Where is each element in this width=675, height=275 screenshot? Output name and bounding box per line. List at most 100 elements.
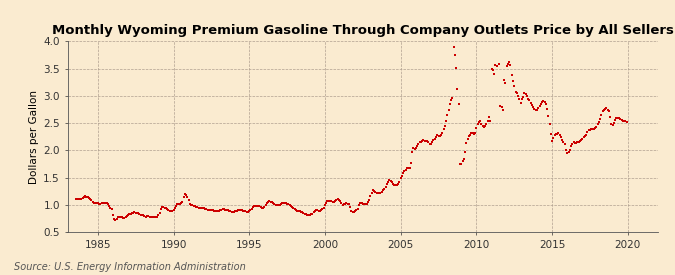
Point <box>120 214 131 219</box>
Point <box>284 203 295 207</box>
Point <box>290 207 300 211</box>
Point <box>572 140 583 145</box>
Point <box>342 202 353 206</box>
Point <box>326 199 337 204</box>
Point <box>400 167 411 172</box>
Point <box>537 100 547 104</box>
Point <box>315 208 325 213</box>
Point <box>327 200 338 204</box>
Point <box>157 205 167 209</box>
Point <box>496 105 507 109</box>
Point <box>423 140 434 145</box>
Point <box>240 209 251 214</box>
Point <box>580 134 591 138</box>
Point <box>390 183 401 188</box>
Point <box>91 201 102 205</box>
Point <box>310 208 321 212</box>
Point <box>274 202 285 207</box>
Point <box>113 215 124 219</box>
Point <box>307 211 318 216</box>
Point <box>608 123 618 128</box>
Point <box>144 214 155 219</box>
Point <box>606 122 617 126</box>
Point <box>451 66 462 70</box>
Point <box>293 209 304 213</box>
Point <box>263 199 273 204</box>
Point <box>380 184 391 189</box>
Point <box>367 190 377 195</box>
Point <box>200 207 211 211</box>
Point <box>95 201 106 206</box>
Point <box>533 106 543 110</box>
Point <box>381 182 392 186</box>
Point <box>516 97 527 101</box>
Point <box>273 203 284 207</box>
Point <box>528 105 539 110</box>
Point <box>138 213 148 217</box>
Point <box>371 191 382 195</box>
Point <box>251 204 262 208</box>
Point <box>522 97 533 101</box>
Point <box>524 98 535 102</box>
Point <box>288 206 299 210</box>
Point <box>495 104 506 109</box>
Point <box>211 209 222 213</box>
Point <box>223 209 234 213</box>
Point <box>406 161 416 165</box>
Point <box>374 191 385 195</box>
Point <box>457 159 468 164</box>
Point <box>375 190 386 195</box>
Point <box>117 216 128 220</box>
Point <box>232 208 243 212</box>
Point <box>389 183 400 187</box>
Point <box>259 205 270 210</box>
Point <box>168 208 179 212</box>
Point <box>242 210 253 214</box>
Point <box>462 136 473 141</box>
Point <box>220 208 231 212</box>
Point <box>490 63 501 68</box>
Point <box>456 162 466 166</box>
Point <box>335 199 346 203</box>
Point <box>265 200 276 204</box>
Point <box>472 122 483 126</box>
Point <box>502 64 512 69</box>
Point <box>196 206 207 210</box>
Point <box>232 208 242 213</box>
Point <box>470 130 481 135</box>
Point <box>512 94 523 98</box>
Point <box>549 133 560 137</box>
Point <box>139 214 150 218</box>
Point <box>503 62 514 66</box>
Point <box>190 204 200 208</box>
Point <box>525 100 536 105</box>
Point <box>145 214 156 219</box>
Point <box>281 201 292 206</box>
Point <box>222 208 233 213</box>
Point <box>620 118 630 123</box>
Point <box>526 103 537 107</box>
Point <box>203 208 214 212</box>
Point <box>275 202 286 206</box>
Point <box>350 208 360 213</box>
Point <box>471 125 482 130</box>
Point <box>331 197 342 202</box>
Point <box>125 211 136 216</box>
Point <box>94 202 105 206</box>
Point <box>348 210 358 214</box>
Point <box>171 204 182 208</box>
Point <box>409 147 420 151</box>
Point <box>312 208 323 213</box>
Point <box>539 100 550 104</box>
Point <box>180 191 190 196</box>
Point <box>76 197 87 201</box>
Point <box>187 203 198 207</box>
Point <box>151 215 161 220</box>
Point <box>393 181 404 186</box>
Point <box>585 128 595 132</box>
Point <box>140 214 151 219</box>
Point <box>416 139 427 143</box>
Point <box>173 202 184 206</box>
Point <box>535 101 546 106</box>
Point <box>487 68 498 73</box>
